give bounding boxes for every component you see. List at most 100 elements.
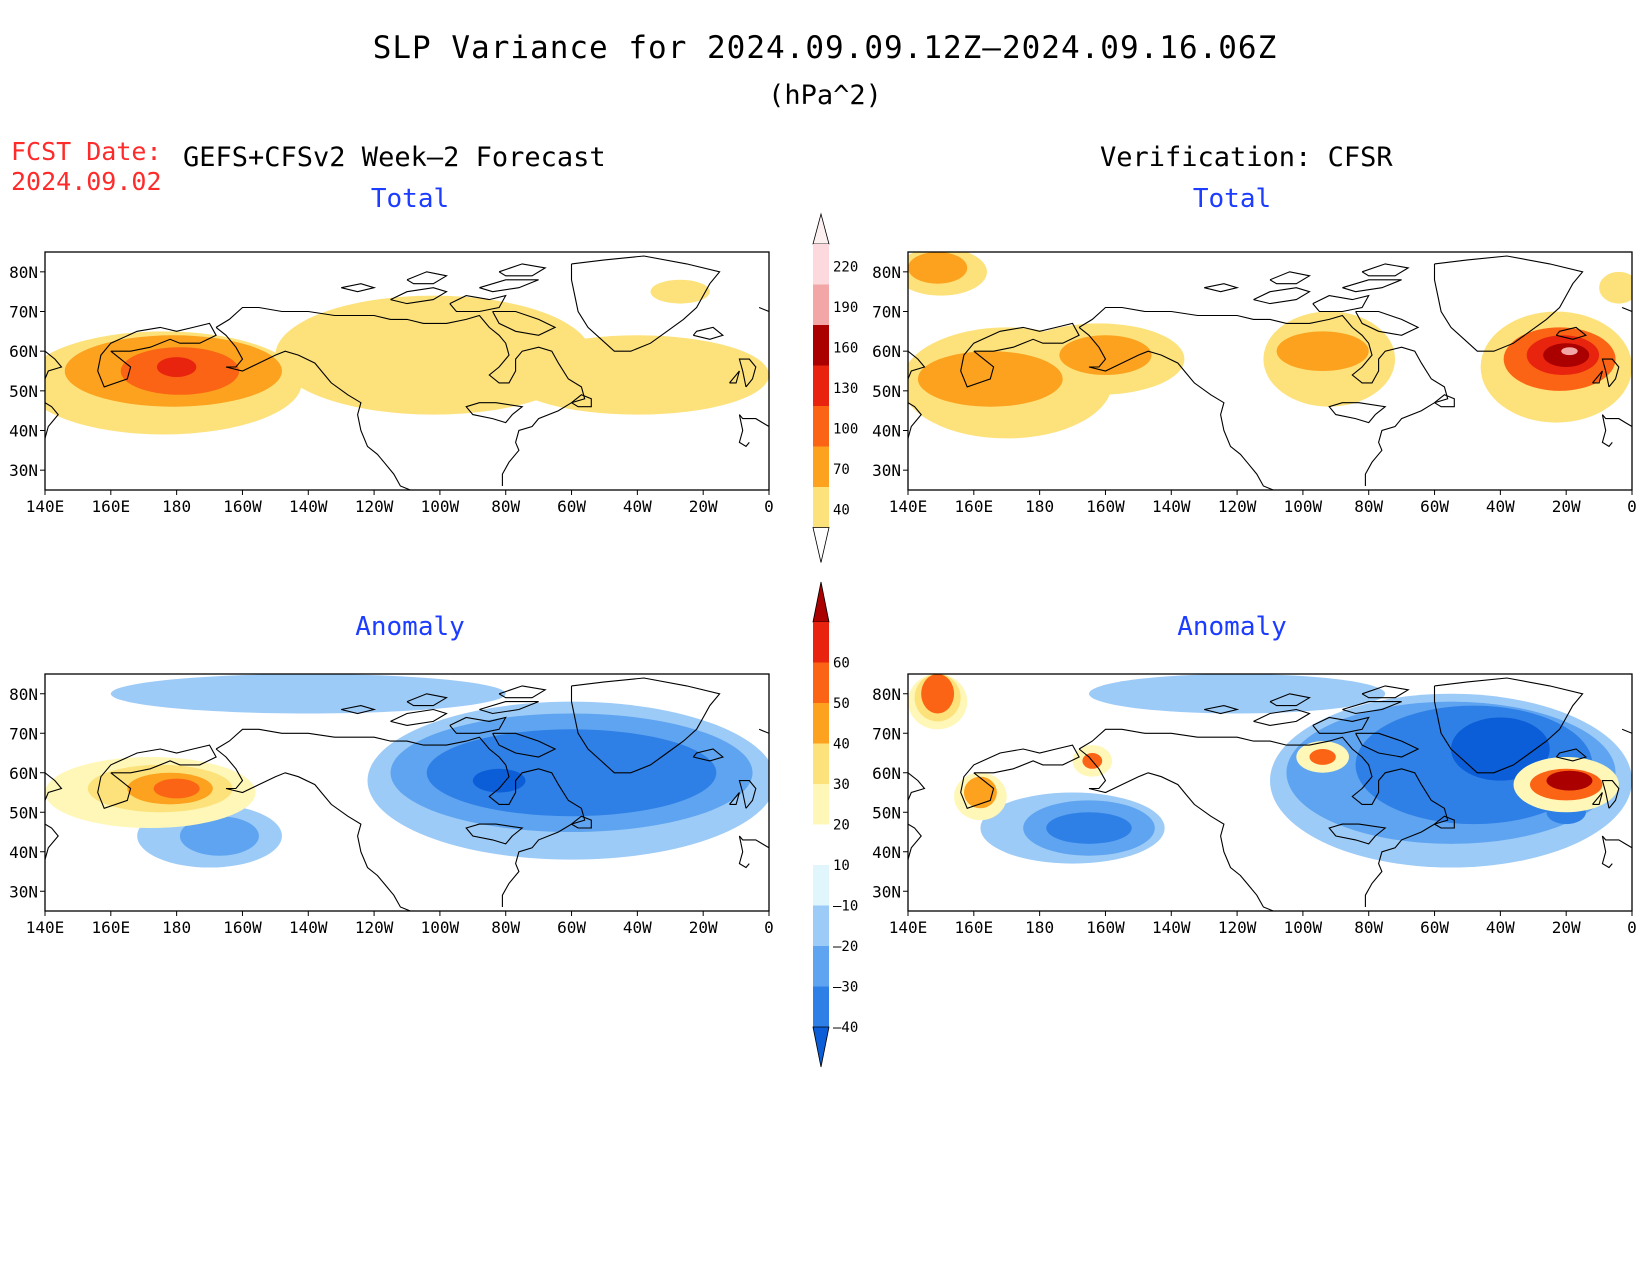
colorbar-2: 60 50 40 30 20 10 –10 –20 –30 –40 [812,581,858,1068]
colorbar-top-arrow [812,212,830,245]
lat-tick-label: 70N [872,303,901,322]
lon-tick-label: 0 [1627,918,1637,937]
colorbar-label: 130 [833,381,858,397]
coastlines [45,677,769,911]
lon-tick-label: 40W [623,497,652,516]
lat-tick-label: 60N [872,764,901,783]
colorbar-swatch [813,905,829,946]
coastline-path [570,255,721,352]
contour-region [153,778,200,799]
coastline-path [908,823,922,860]
colorbar-swatch [813,865,829,906]
coastlines [908,677,1632,911]
forecast-header: GEFS+CFSv2 Week–2 Forecast [183,142,606,173]
coastline-path [1434,394,1455,408]
lon-tick-label: 60W [557,918,586,937]
colorbar-swatch [813,946,829,987]
contour-fills [908,674,1632,868]
lon-tick-label: 60W [1420,497,1449,516]
lon-tick-label: 120W [355,497,394,516]
lon-tick-label: 180 [1025,918,1054,937]
contour-region [1599,271,1632,304]
coastline-path [1269,693,1312,707]
contour-region [179,816,259,856]
coastline-path [1601,835,1632,849]
coastline-path [570,677,721,774]
colorbar-swatch [813,824,829,865]
colorbar-label: 70 [833,462,850,478]
coastline-path [1078,748,1274,911]
coastline-path [692,748,725,762]
coastline-path [390,708,448,726]
coastline-path [908,772,926,801]
contour-region [1089,674,1386,714]
colorbars: 220 190 160 130 100 70 40 60 50 40 30 20 10 –10 –20 –30… [812,212,858,1068]
lon-tick-label: 140W [289,497,328,516]
contour-region [1451,717,1550,781]
coastline-path [215,306,586,486]
coastline-path [1204,705,1240,715]
coastline-path [1434,815,1455,829]
coastline-path [1269,271,1312,285]
coastline-path [1601,835,1613,869]
lat-tick-label: 30N [872,461,901,480]
lat-tick-label: 60N [9,342,38,361]
coastline-path [498,263,547,277]
lon-tick-label: 40W [1486,918,1515,937]
coastline-path [1601,780,1620,809]
colorbar-swatch [813,365,829,406]
lat-tick-label: 50N [872,382,901,401]
lon-tick-label: 160W [1086,918,1125,937]
coastline-path [1592,792,1603,805]
lon-tick-label: 80W [1354,497,1383,516]
contour-region [1543,343,1590,368]
coastlines [908,255,1632,490]
coastline-path [1433,255,1584,352]
coastline-path [960,744,1080,809]
coastline-path [1601,414,1613,448]
panel-title-forecast-total: Total [370,184,450,214]
contour-region [1276,331,1369,371]
coastline-path [1555,748,1588,762]
coastline-path [908,350,926,380]
contour-region [110,674,506,714]
lon-tick-label: 180 [162,918,191,937]
coastline-path [498,685,547,699]
lat-tick-label: 50N [9,382,38,401]
map-panel-4: 80N 70N 60N 50N 40N 30N 140E 160E 180 160W 140W 120… [872,673,1637,937]
verification-header: Verification: CFSR [1100,142,1393,173]
lat-tick-label: 70N [872,724,901,743]
map-panel-1: 80N 70N 60N 50N 40N 30N 140E 160E 180 160W 140W 120… [9,251,774,516]
lon-tick-label: 140W [289,918,328,937]
colorbar-bottom-arrow [812,1026,830,1068]
coastline-path [729,792,740,805]
colorbar-swatch [813,743,829,784]
lon-tick-label: 160E [92,497,131,516]
contour-region [156,357,197,377]
lon-tick-label: 120W [1218,918,1257,937]
contour-region [1561,347,1578,356]
coastline-path [738,358,757,388]
fcst-date-label: FCST Date: [11,137,162,166]
lon-tick-label: 20W [1552,918,1581,937]
lon-tick-label: 160W [223,918,262,937]
colorbar-label: –10 [833,899,858,915]
coastline-path [406,271,449,285]
coastline-path [1355,310,1420,336]
coastline-path [492,310,557,336]
coastline-path [1328,823,1387,845]
coastline-path [1328,402,1387,424]
lat-tick-label: 80N [9,263,38,282]
colorbar-swatch [813,703,829,744]
lon-tick-label: 140E [889,918,928,937]
lat-tick-label: 30N [872,882,901,901]
panel-title-verification-total: Total [1192,184,1272,214]
coastline-path [758,306,769,313]
coastline-path [1601,414,1632,427]
lat-tick-label: 30N [9,882,38,901]
colorbar-label: 40 [833,502,850,518]
lon-tick-label: 100W [421,497,460,516]
fcst-date-value: 2024.09.02 [11,167,162,196]
coastline-path [341,705,377,715]
lon-tick-label: 140E [889,497,928,516]
